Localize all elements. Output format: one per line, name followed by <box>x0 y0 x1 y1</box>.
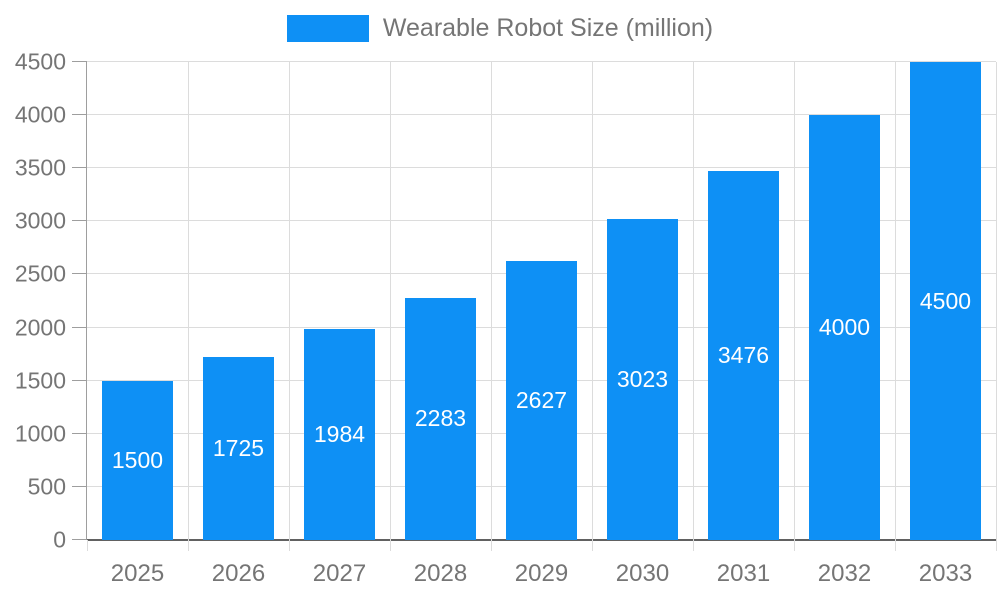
gridline-vertical <box>188 62 189 540</box>
bar[interactable]: 1984 <box>304 329 375 540</box>
gridline-vertical <box>491 62 492 540</box>
gridline-horizontal <box>87 114 996 116</box>
y-axis-tick <box>72 167 87 169</box>
bar[interactable]: 1725 <box>203 356 274 540</box>
x-axis-tick-label: 2028 <box>413 560 468 587</box>
gridline-vertical <box>895 62 896 540</box>
y-axis-tick <box>72 379 87 381</box>
x-axis-tick <box>592 540 593 551</box>
y-axis-tick-label: 3000 <box>14 207 66 234</box>
bar-value-label: 4500 <box>919 287 972 314</box>
y-axis-tick-label: 4000 <box>14 101 66 128</box>
x-axis-tick <box>996 540 997 551</box>
x-axis-tick-label: 2032 <box>817 560 872 587</box>
y-axis-tick <box>72 61 87 62</box>
bar[interactable]: 1500 <box>102 380 173 540</box>
x-axis-tick-label: 2025 <box>110 560 165 587</box>
bar-value-label: 2627 <box>515 386 568 413</box>
x-axis-tick <box>87 540 88 551</box>
x-axis-tick-label: 2029 <box>514 560 569 587</box>
plot-area: 0 500 1000 1500 2000 2500 3000 3500 4000 4500 1500… <box>15 49 997 587</box>
x-axis-tick-label: 2030 <box>615 560 670 587</box>
y-axis-tick <box>72 114 87 116</box>
bar[interactable]: 2283 <box>405 297 476 540</box>
x-axis-line <box>87 539 996 541</box>
gridline-horizontal <box>87 61 996 62</box>
bar[interactable]: 4000 <box>809 115 880 540</box>
y-axis-tick-label: 500 <box>27 473 66 500</box>
bar-value-label: 1725 <box>212 434 265 461</box>
y-axis-tick-label: 3500 <box>14 154 66 181</box>
x-axis-tick <box>491 540 492 551</box>
x-axis-tick-label: 2033 <box>918 560 973 587</box>
bar[interactable]: 2627 <box>506 260 577 540</box>
gridline-horizontal <box>87 167 996 169</box>
bar-value-label: 1500 <box>111 446 164 473</box>
y-axis-tick-label: 2500 <box>14 260 66 287</box>
x-axis-tick-label: 2031 <box>716 560 771 587</box>
legend-label: Wearable Robot Size (million) <box>382 14 714 42</box>
gridline-vertical <box>996 62 997 540</box>
bar[interactable]: 3476 <box>708 170 779 540</box>
legend[interactable]: Wearable Robot Size (million) <box>0 14 1000 43</box>
x-axis-tick <box>895 540 896 551</box>
gridline-vertical <box>592 62 593 540</box>
bar-value-label: 3476 <box>717 341 770 368</box>
bar[interactable]: 3023 <box>607 218 678 540</box>
gridline-vertical <box>794 62 795 540</box>
bar-value-label: 1984 <box>313 421 366 448</box>
y-axis-tick <box>72 485 87 487</box>
gridline-vertical <box>289 62 290 540</box>
y-axis-tick-label: 1500 <box>14 367 66 394</box>
y-axis-tick <box>72 220 87 222</box>
bar-value-label: 3023 <box>616 365 669 392</box>
gridline-vertical <box>389 62 391 540</box>
x-axis-tick-label: 2026 <box>211 560 266 587</box>
y-axis-tick-label: 1000 <box>14 420 66 447</box>
y-axis-tick <box>72 326 87 328</box>
y-axis-tick <box>72 273 87 275</box>
x-axis-tick <box>692 540 694 551</box>
bar-value-label: 4000 <box>818 314 871 341</box>
y-axis-tick-label: 4500 <box>14 48 66 75</box>
gridline-horizontal <box>87 220 996 222</box>
legend-swatch <box>286 15 369 42</box>
x-axis-tick <box>289 540 290 551</box>
x-axis-tick <box>389 540 391 551</box>
bar-value-label: 2283 <box>414 405 467 432</box>
gridline-vertical <box>692 62 694 540</box>
y-axis-tick <box>72 539 87 540</box>
x-axis-tick <box>794 540 795 551</box>
x-axis-tick <box>188 540 189 551</box>
x-axis-tick-label: 2027 <box>312 560 367 587</box>
bar[interactable]: 4500 <box>910 62 981 540</box>
y-axis-tick <box>72 432 87 434</box>
y-axis-tick-label: 0 <box>53 526 66 553</box>
y-axis-tick-label: 2000 <box>14 314 66 341</box>
